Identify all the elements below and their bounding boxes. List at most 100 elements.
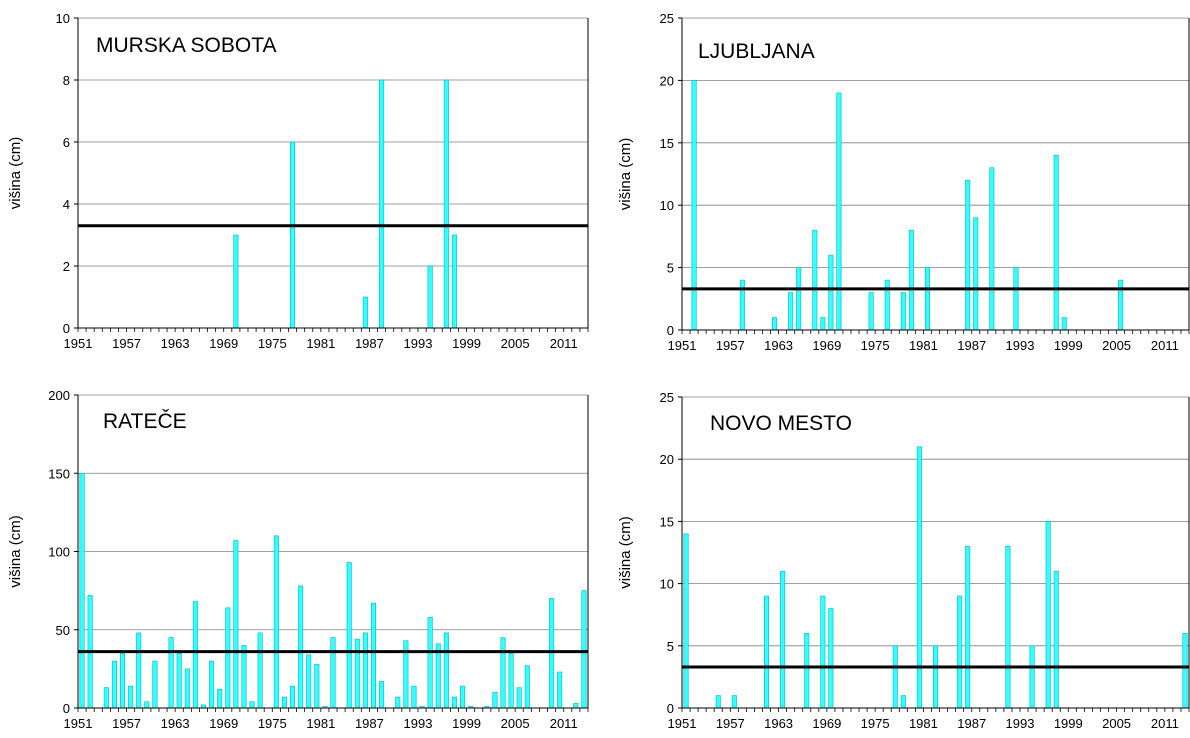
- bar-1996: [443, 79, 449, 329]
- bar-1958: [136, 632, 142, 709]
- bar-2012: [573, 703, 579, 709]
- bar-1963: [780, 570, 786, 709]
- bar-1969: [225, 607, 231, 709]
- bar-2005: [516, 687, 522, 709]
- bar-1968: [820, 317, 826, 331]
- bar-1997: [451, 696, 457, 709]
- y-tick-label: 15: [660, 136, 674, 151]
- bar-1978: [900, 695, 906, 709]
- chart-ljubljana: 0 5 10 15 20 25 1951 1957 1963 1969 1975 1981 1987 19…: [617, 11, 1190, 353]
- bar-1994: [427, 265, 433, 329]
- bar-1986: [362, 296, 368, 329]
- x-tick-label: 1981: [909, 716, 938, 731]
- x-tick-label: 1957: [716, 338, 745, 353]
- bar-2003: [500, 637, 506, 709]
- x-tick-label: 1993: [1006, 338, 1035, 353]
- x-tick-label: 2011: [550, 336, 578, 351]
- bar-1978: [298, 585, 304, 709]
- y-tick-label: 10: [660, 577, 674, 592]
- bar-1997: [451, 234, 457, 329]
- bar-1968: [820, 595, 826, 709]
- bar-1975: [273, 535, 279, 709]
- y-tick-label: 4: [63, 197, 70, 212]
- chart-murska-sobota: 0 2 4 6 8 10 1951 1957 1963 1969 1975 1981 1987 1993 1…: [7, 11, 589, 351]
- bar-1998: [1061, 317, 1067, 331]
- x-tick-label: 2005: [501, 716, 530, 731]
- bar-1974: [868, 292, 874, 331]
- y-tick-label: 200: [48, 388, 70, 403]
- y-tick-label: 5: [667, 261, 674, 276]
- x-tick-label: 1987: [355, 716, 384, 731]
- bar-1972: [249, 701, 255, 709]
- x-tick-label: 1975: [861, 716, 890, 731]
- bar-1964: [788, 292, 794, 331]
- x-tick-label: 1999: [1054, 716, 1083, 731]
- bar-1960: [152, 660, 158, 709]
- bar-1986: [362, 632, 368, 709]
- bar-1994: [427, 616, 433, 709]
- x-tick-label: 1993: [1006, 716, 1035, 731]
- x-tick-label: 1999: [452, 336, 481, 351]
- bar-1980: [314, 663, 320, 709]
- bar-1977: [892, 645, 898, 709]
- bar-1991: [1005, 545, 1011, 709]
- chart-title: LJUBLJANA: [698, 40, 815, 63]
- y-axis-label: višina (cm): [7, 515, 24, 588]
- bar-1996: [1045, 521, 1051, 709]
- bar-1970: [836, 92, 842, 331]
- bar-1984: [346, 562, 352, 709]
- x-tick-label: 1969: [812, 716, 841, 731]
- x-tick-label: 2011: [550, 716, 578, 731]
- y-tick-label: 2: [63, 259, 70, 274]
- x-tick-label: 1999: [452, 716, 481, 731]
- x-tick-label: 1987: [355, 336, 384, 351]
- y-tick-label: 0: [63, 321, 70, 336]
- bar-1979: [306, 654, 312, 709]
- x-tick-label: 1951: [64, 336, 93, 351]
- x-tick-label: 1975: [258, 336, 287, 351]
- bar-1988: [379, 681, 385, 709]
- x-tick-label: 1993: [404, 336, 433, 351]
- x-tick-label: 1951: [668, 716, 697, 731]
- x-tick-label: 1969: [209, 336, 238, 351]
- x-tick-label: 1987: [957, 716, 986, 731]
- bar-1954: [103, 687, 109, 709]
- bar-1969: [828, 254, 834, 331]
- bar-1990: [395, 696, 401, 709]
- x-tick-label: 1969: [812, 338, 841, 353]
- y-tick-label: 50: [56, 623, 70, 638]
- y-tick-label: 0: [667, 701, 674, 716]
- bar-1992: [1013, 267, 1019, 331]
- y-tick-label: 10: [56, 11, 70, 26]
- bar-1986: [965, 179, 971, 331]
- y-tick-label: 8: [63, 73, 70, 88]
- bar-1970: [233, 234, 239, 329]
- x-tick-label: 1951: [668, 338, 697, 353]
- bar-1966: [804, 633, 810, 709]
- x-tick-label: 2005: [1102, 338, 1131, 353]
- x-tick-label: 1963: [764, 716, 793, 731]
- bar-1967: [812, 229, 818, 331]
- bar-2013: [1182, 633, 1188, 709]
- chart-title: NOVO MESTO: [710, 412, 852, 435]
- x-tick-label: 1957: [716, 716, 745, 731]
- bar-1978: [900, 292, 906, 331]
- bar-2006: [524, 665, 530, 709]
- x-tick-label: 2011: [1151, 338, 1179, 353]
- bar-1976: [281, 696, 287, 709]
- x-tick-label: 1963: [764, 338, 793, 353]
- x-tick-label: 1993: [404, 716, 433, 731]
- bar-1957: [731, 695, 737, 709]
- x-tick-label: 1951: [64, 716, 93, 731]
- chart-ratece: 0 50 100 150 200 1951 1957 1963 1969 1975 1981 1987…: [7, 388, 589, 731]
- bar-1963: [176, 652, 182, 709]
- bar-1952: [691, 80, 697, 331]
- bar-1959: [144, 701, 150, 709]
- bar-1989: [989, 167, 995, 331]
- bar-1988: [379, 79, 385, 329]
- y-tick-label: 100: [48, 545, 70, 560]
- bar-1962: [772, 317, 778, 331]
- x-tick-label: 1999: [1054, 338, 1083, 353]
- y-tick-label: 20: [660, 73, 674, 88]
- y-tick-label: 20: [660, 452, 674, 467]
